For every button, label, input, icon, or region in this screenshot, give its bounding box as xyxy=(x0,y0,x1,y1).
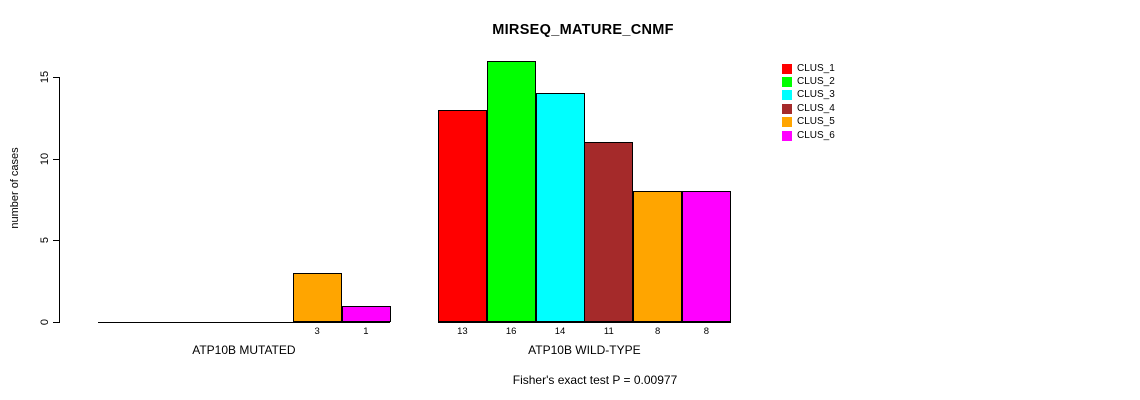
y-axis-tick-label: 0 xyxy=(39,318,51,326)
y-axis-tick-label: 10 xyxy=(39,152,51,165)
legend-label: CLUS_6 xyxy=(797,129,835,141)
bar-clus_3 xyxy=(536,93,585,322)
legend: CLUS_1 CLUS_2 CLUS_3 CLUS_4 CLUS_5 CLUS_6 xyxy=(782,62,835,142)
legend-entry-clus_5: CLUS_5 xyxy=(782,116,835,129)
y-axis-tick xyxy=(53,158,59,160)
legend-swatch-icon xyxy=(782,130,792,141)
legend-swatch-icon xyxy=(782,77,792,88)
y-axis-tick xyxy=(53,240,59,242)
bar-value-label: 13 xyxy=(457,326,468,337)
bar-value-label: 11 xyxy=(603,326,614,337)
bar-clus_6 xyxy=(342,305,391,322)
y-axis-tick-label: 5 xyxy=(39,237,51,244)
bar-clus_4 xyxy=(584,142,633,322)
bar-value-label: 8 xyxy=(654,326,661,337)
bar-clus_5 xyxy=(633,191,682,322)
bar-value-label: 16 xyxy=(505,326,517,337)
y-axis-tick-label: 15 xyxy=(39,70,51,84)
legend-entry-clus_4: CLUS_4 xyxy=(782,102,835,115)
bar-value-label: 3 xyxy=(314,326,320,337)
group-label-mutated: ATP10B MUTATED xyxy=(192,343,296,357)
legend-label: CLUS_2 xyxy=(797,76,835,88)
legend-entry-clus_1: CLUS_1 xyxy=(782,62,835,75)
bar-clus_1 xyxy=(438,109,487,322)
bar-value-label: 1 xyxy=(363,326,369,337)
legend-label: CLUS_1 xyxy=(797,62,835,74)
group-label-wild-type: ATP10B WILD-TYPE xyxy=(528,343,641,357)
chart-title: MIRSEQ_MATURE_CNMF xyxy=(492,22,674,38)
y-axis-line xyxy=(59,77,60,323)
legend-swatch-icon xyxy=(782,90,792,101)
legend-label: CLUS_5 xyxy=(797,116,835,128)
legend-swatch-icon xyxy=(782,117,792,128)
legend-label: CLUS_4 xyxy=(797,102,835,114)
legend-swatch-icon xyxy=(782,63,792,74)
bar-clus_2 xyxy=(487,60,536,322)
group-baseline xyxy=(97,322,391,323)
bar-value-label: 8 xyxy=(703,326,710,337)
legend-entry-clus_2: CLUS_2 xyxy=(782,75,835,88)
legend-swatch-icon xyxy=(782,103,792,114)
legend-label: CLUS_3 xyxy=(797,89,835,101)
y-axis-label: number of cases xyxy=(9,147,21,229)
legend-entry-clus_3: CLUS_3 xyxy=(782,89,835,102)
y-axis-tick xyxy=(53,77,59,78)
bar-clus_5 xyxy=(293,273,342,322)
bar-value-label: 14 xyxy=(554,326,566,337)
footnote-fisher-test: Fisher's exact test P = 0.00977 xyxy=(512,373,678,387)
bar-clus_6 xyxy=(682,191,731,322)
group-baseline xyxy=(438,322,731,323)
legend-entry-clus_6: CLUS_6 xyxy=(782,129,835,142)
y-axis-tick xyxy=(53,322,59,323)
